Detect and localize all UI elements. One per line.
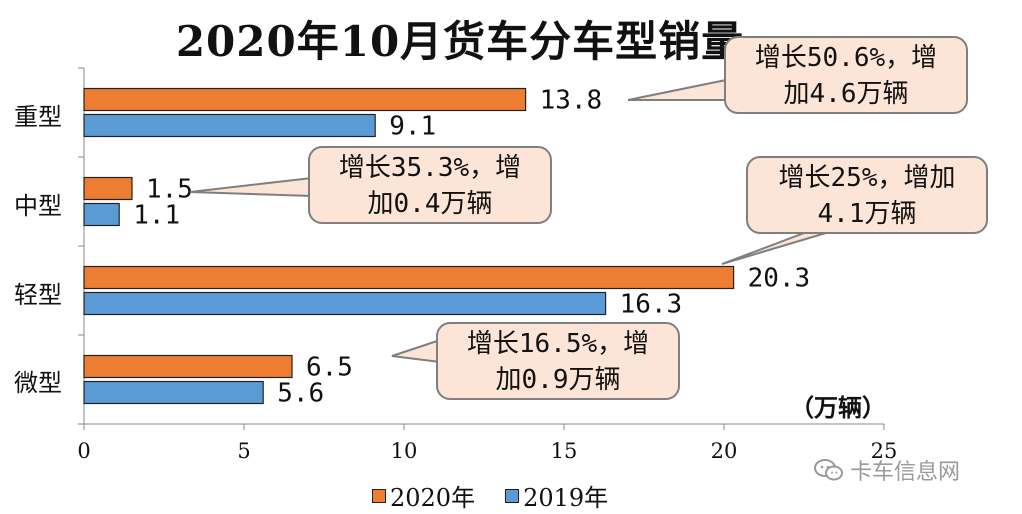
callout-heavy-line2: 加4.6万辆 bbox=[783, 79, 909, 109]
legend-swatch-2020 bbox=[372, 488, 386, 503]
callout-light-line1: 增长25%，增加 bbox=[778, 163, 956, 193]
callout-mini-line2: 加0.9万辆 bbox=[495, 365, 621, 395]
x-tick-label: 5 bbox=[237, 439, 250, 463]
watermark-text: 卡车信息网 bbox=[850, 460, 961, 485]
data-label: 20.3 bbox=[748, 264, 811, 294]
data-label: 6.5 bbox=[306, 353, 353, 383]
bar-2019 bbox=[83, 291, 607, 316]
callout-heavy-line1: 增长50.6%，增 bbox=[754, 43, 938, 73]
callout-heavy: 增长50.6%，增 加4.6万辆 bbox=[724, 36, 968, 114]
data-label: 1.1 bbox=[133, 201, 180, 231]
callout-mini: 增长16.5%，增 加0.9万辆 bbox=[436, 322, 680, 400]
bar-2020 bbox=[83, 265, 735, 290]
category-label-heavy: 重型 bbox=[14, 103, 62, 131]
legend-label-2019: 2019年 bbox=[523, 484, 609, 512]
callout-pointer bbox=[627, 78, 727, 101]
legend-swatch-2019 bbox=[505, 488, 520, 503]
callout-light-line2: 4.1万辆 bbox=[817, 199, 917, 229]
bar-2019 bbox=[83, 380, 264, 405]
x-tick-label: 20 bbox=[711, 439, 738, 463]
legend-label-2020: 2020年 bbox=[390, 484, 476, 512]
wechat-icon bbox=[814, 459, 843, 481]
x-tick-label: 15 bbox=[551, 439, 578, 463]
chart-title: 2020年10月货车分车型销量 bbox=[175, 17, 745, 66]
data-label: 16.3 bbox=[620, 290, 683, 320]
callout-light: 增长25%，增加 4.1万辆 bbox=[746, 156, 988, 234]
callout-mini-line1: 增长16.5%，增 bbox=[466, 329, 650, 359]
data-label: 9.1 bbox=[389, 112, 436, 142]
axis-unit-label: （万辆） bbox=[790, 394, 886, 422]
x-tick-label: 25 bbox=[871, 439, 898, 463]
callout-medium-line2: 加0.4万辆 bbox=[367, 189, 493, 219]
bar-2019 bbox=[83, 202, 120, 227]
bar-2020 bbox=[83, 176, 133, 201]
callout-medium: 增长35.3%，增 加0.4万辆 bbox=[308, 146, 552, 224]
x-tick-label: 0 bbox=[77, 439, 90, 463]
bar-2019 bbox=[83, 113, 376, 138]
callout-medium-line1: 增长35.3%，增 bbox=[338, 153, 522, 183]
category-label-light: 轻型 bbox=[14, 281, 62, 309]
data-label: 1.5 bbox=[146, 175, 193, 205]
callout-pointer bbox=[391, 338, 441, 364]
category-label-mini: 微型 bbox=[14, 369, 62, 397]
category-label-medium: 中型 bbox=[14, 192, 62, 220]
bar-2020 bbox=[83, 354, 293, 379]
x-tick-label: 10 bbox=[391, 439, 418, 463]
callout-pointer bbox=[721, 229, 837, 265]
callout-pointer bbox=[189, 176, 313, 198]
legend: 2020年 2019年 bbox=[372, 478, 608, 513]
data-label: 13.8 bbox=[540, 86, 603, 116]
bar-2020 bbox=[83, 87, 527, 112]
data-label: 5.6 bbox=[277, 379, 324, 409]
watermark: 卡车信息网 bbox=[814, 454, 960, 486]
